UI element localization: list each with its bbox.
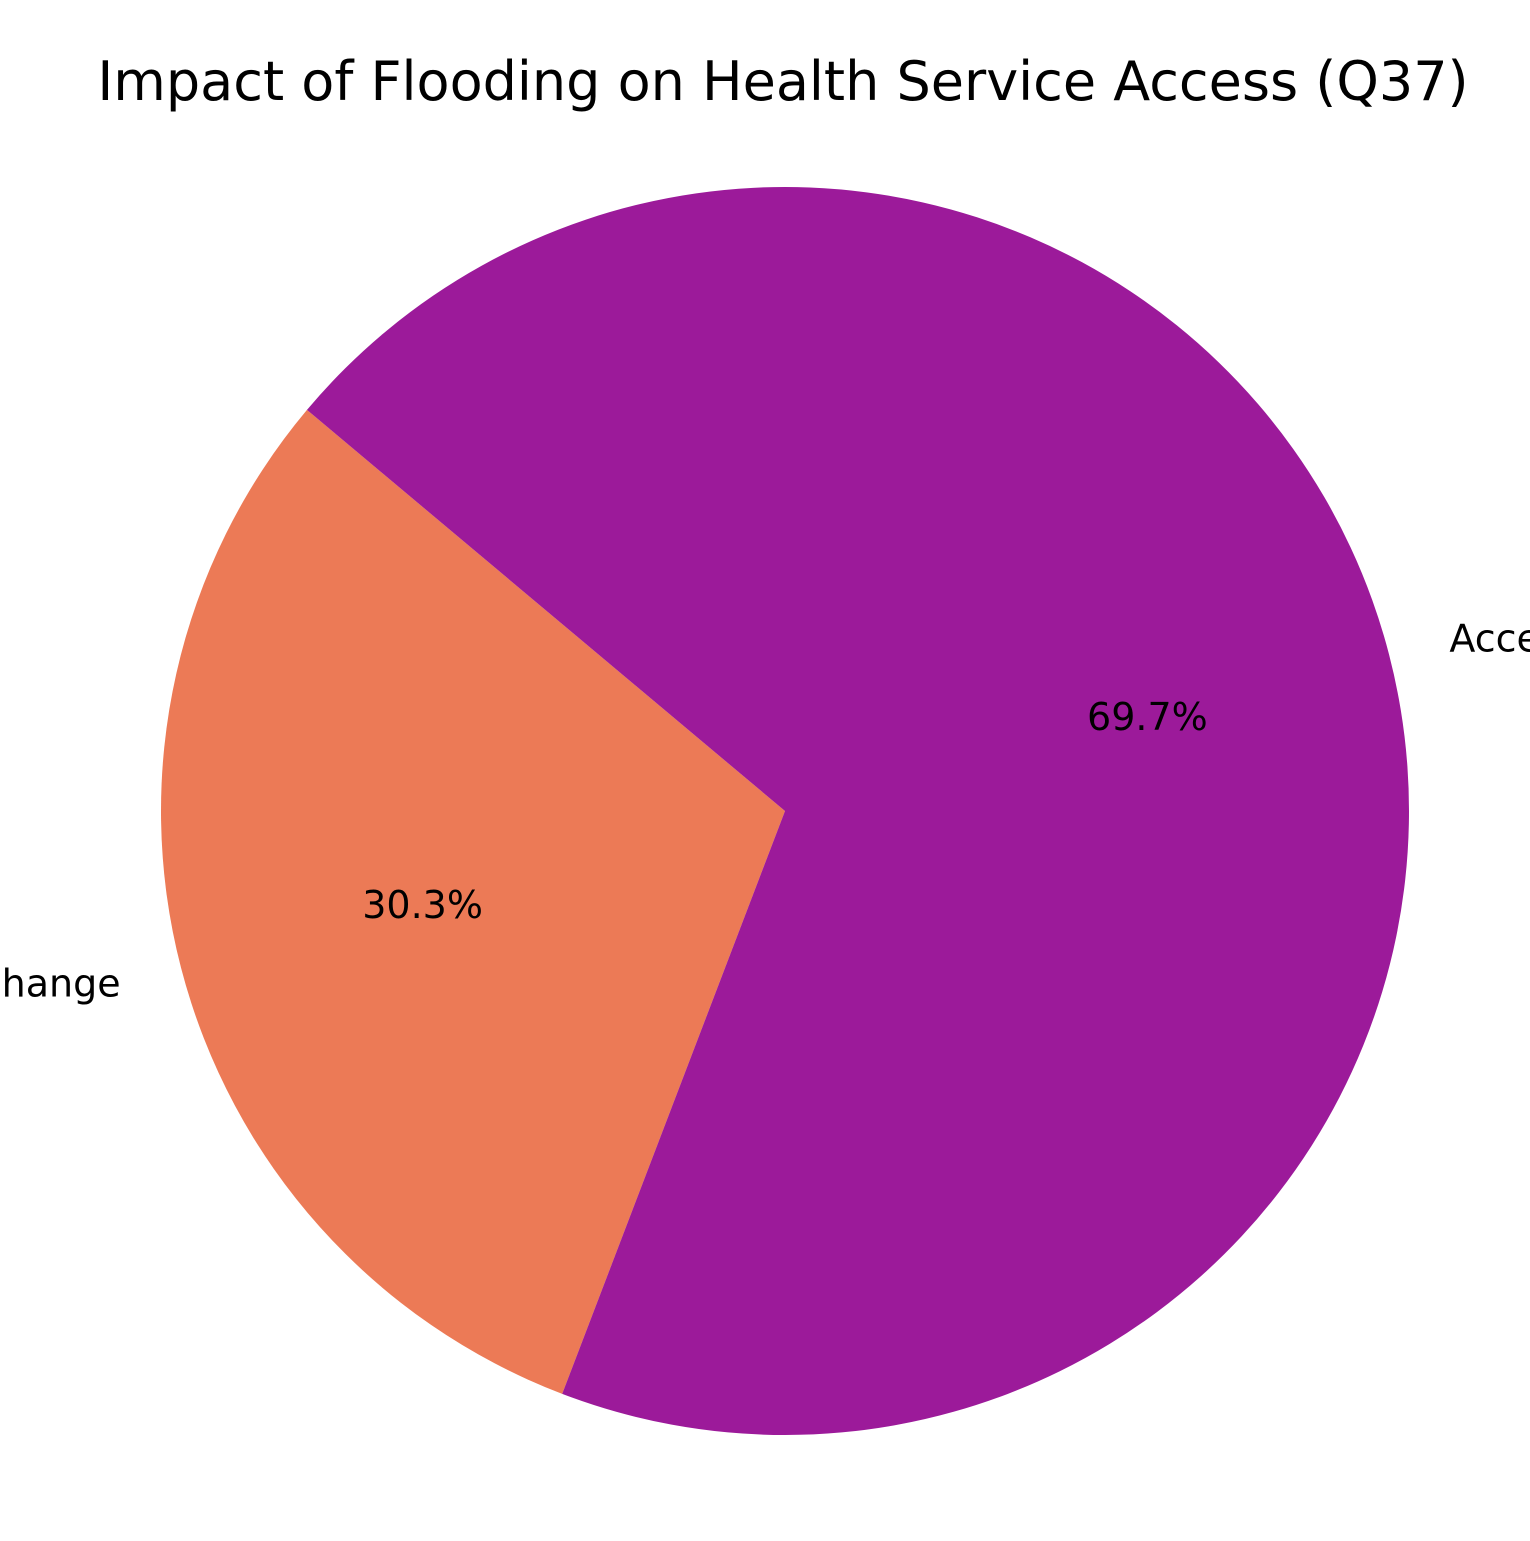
pie-slices	[161, 187, 1409, 1435]
slice-label-access-changed: Access Changed	[1449, 617, 1530, 661]
chart-title: Impact of Flooding on Health Service Acc…	[97, 50, 1468, 113]
slice-percent-access-changed: 69.7%	[1087, 695, 1208, 739]
slice-percent-no-change: 30.3%	[362, 883, 483, 927]
slice-label-no-change: No Change	[0, 961, 121, 1005]
